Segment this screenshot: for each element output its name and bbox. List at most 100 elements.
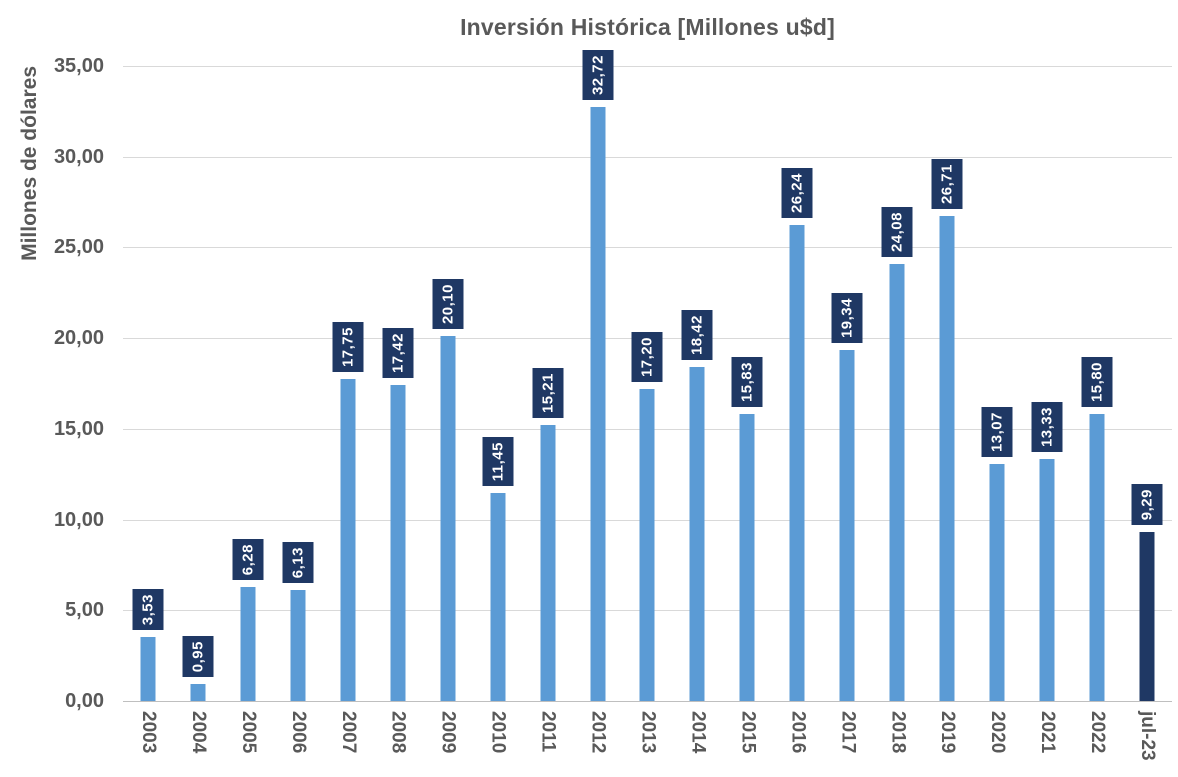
bar-value-label: 15,80 — [1081, 357, 1113, 408]
bar-2012 — [590, 107, 606, 701]
bar-2014 — [689, 366, 705, 701]
y-axis-tick-label: 5,00 — [65, 599, 104, 622]
x-axis-label-jul-23: jul-23 — [1137, 711, 1159, 761]
bar-2016 — [789, 224, 805, 701]
bar-column: 32,72 — [573, 50, 623, 701]
bar-2021 — [1039, 459, 1055, 701]
bar-value-label: 11,45 — [482, 437, 514, 487]
bar-2017 — [839, 350, 855, 701]
bar-column: 17,42 — [373, 66, 423, 701]
x-axis-label-2006: 2006 — [287, 711, 309, 754]
x-axis-label-2013: 2013 — [637, 711, 659, 754]
bar-2010 — [490, 493, 506, 701]
bar-2006 — [290, 589, 306, 701]
bar-value-label: 20,10 — [432, 279, 464, 330]
bar-column: 17,20 — [623, 66, 673, 701]
bar-column: 13,07 — [972, 66, 1022, 701]
x-axis-label-2018: 2018 — [887, 711, 909, 754]
bar-value-label: 18,42 — [681, 309, 713, 360]
bar-2022 — [1089, 414, 1105, 701]
bar-2019 — [939, 216, 955, 701]
bar-value-text: 9,29 — [1138, 489, 1156, 521]
bar-value-text: 6,28 — [239, 543, 257, 576]
bar-2007 — [340, 378, 356, 701]
bar-value-label: 17,75 — [332, 321, 364, 372]
bar-column: 0,95 — [173, 66, 223, 701]
bar-value-label: 26,71 — [931, 159, 963, 210]
bar-value-text: 15,80 — [1088, 362, 1106, 403]
y-axis-tick-label: 15,00 — [53, 417, 104, 440]
gridline — [123, 66, 1172, 67]
x-axis-label-2022: 2022 — [1087, 711, 1109, 754]
bar-value-label: 24,08 — [881, 207, 913, 258]
bar-value-label: 0,95 — [182, 635, 214, 677]
bar-value-label: 15,21 — [532, 368, 564, 419]
bar-column: 11,45 — [473, 66, 523, 701]
x-axis-label-2015: 2015 — [737, 711, 759, 754]
bar-value-label: 17,20 — [631, 331, 663, 382]
bar-column: 9,29 — [1122, 66, 1172, 701]
bar-value-text: 26,71 — [938, 164, 956, 205]
bar-value-label: 17,42 — [382, 327, 414, 378]
x-axis-label-2019: 2019 — [937, 711, 959, 754]
x-axis-label-2012: 2012 — [587, 711, 609, 754]
bar-value-label: 9,29 — [1131, 484, 1163, 526]
x-axis-label-2014: 2014 — [687, 711, 709, 754]
x-axis-label-2016: 2016 — [787, 711, 809, 754]
x-axis-label-2021: 2021 — [1037, 711, 1059, 754]
chart-title: Inversión Histórica [Millones u$d] — [460, 14, 835, 40]
bar-value-label: 32,72 — [582, 50, 614, 101]
bar-value-text: 13,33 — [1038, 407, 1056, 448]
bar-column: 6,13 — [273, 66, 323, 701]
x-axis-labels: 2003 2004 2005 2006 2007 2008 2009 2010 2011 2012… — [123, 711, 1172, 775]
bar-2005 — [240, 587, 256, 701]
bar-value-text: 17,75 — [339, 326, 357, 367]
bar-value-text: 15,21 — [539, 373, 557, 414]
x-axis-label-2017: 2017 — [837, 711, 859, 754]
y-axis-tick-label: 20,00 — [53, 327, 104, 350]
bar-value-text: 11,45 — [489, 442, 507, 482]
y-axis-tick-label: 30,00 — [53, 145, 104, 168]
bar-value-text: 19,34 — [838, 298, 856, 339]
bar-column: 6,28 — [223, 66, 273, 701]
bar-column: 20,10 — [423, 66, 473, 701]
bar-2020 — [989, 463, 1005, 701]
bar-2015 — [739, 413, 755, 701]
bar-column: 19,34 — [822, 66, 872, 701]
x-axis-label-2009: 2009 — [437, 711, 459, 754]
bar-column: 26,24 — [772, 66, 822, 701]
x-axis-line — [123, 701, 1172, 702]
x-axis-label-2003: 2003 — [137, 711, 159, 754]
bar-value-text: 24,08 — [888, 212, 906, 253]
bar-2003 — [140, 636, 156, 701]
y-axis-tick-label: 25,00 — [53, 236, 104, 259]
bar-2009 — [440, 336, 456, 701]
bar-column: 3,53 — [123, 66, 173, 701]
bar-jul-23 — [1139, 532, 1155, 701]
bar-value-text: 17,42 — [389, 332, 407, 373]
bar-value-text: 15,83 — [738, 361, 756, 402]
y-axis-tick-label: 10,00 — [53, 508, 104, 531]
x-axis-label-2008: 2008 — [387, 711, 409, 754]
bar-value-text: 17,20 — [638, 336, 656, 377]
bar-2008 — [390, 384, 406, 701]
bar-2004 — [190, 683, 206, 701]
bar-value-label: 13,33 — [1031, 402, 1063, 453]
bar-value-label: 6,13 — [282, 541, 314, 583]
bar-value-text: 32,72 — [589, 55, 607, 96]
bar-value-text: 6,13 — [289, 546, 307, 578]
bar-column: 17,75 — [323, 66, 373, 701]
bar-2018 — [889, 264, 905, 701]
bar-column: 15,83 — [722, 66, 772, 701]
x-axis-label-2007: 2007 — [337, 711, 359, 754]
bar-value-text: 26,24 — [788, 172, 806, 213]
bar-value-label: 26,24 — [781, 167, 813, 218]
bar-value-label: 13,07 — [981, 406, 1013, 457]
gridline — [123, 156, 1172, 158]
bar-value-text: 18,42 — [688, 314, 706, 355]
bar-value-text: 3,53 — [139, 593, 157, 625]
plot-area: 3,53 0,95 6,28 6,13 17,75 17,42 20,10 11,45 15,2… — [123, 50, 1172, 702]
bar-value-text: 13,07 — [988, 411, 1006, 452]
bar-column: 24,08 — [872, 66, 922, 701]
bar-value-label: 15,83 — [731, 356, 763, 407]
